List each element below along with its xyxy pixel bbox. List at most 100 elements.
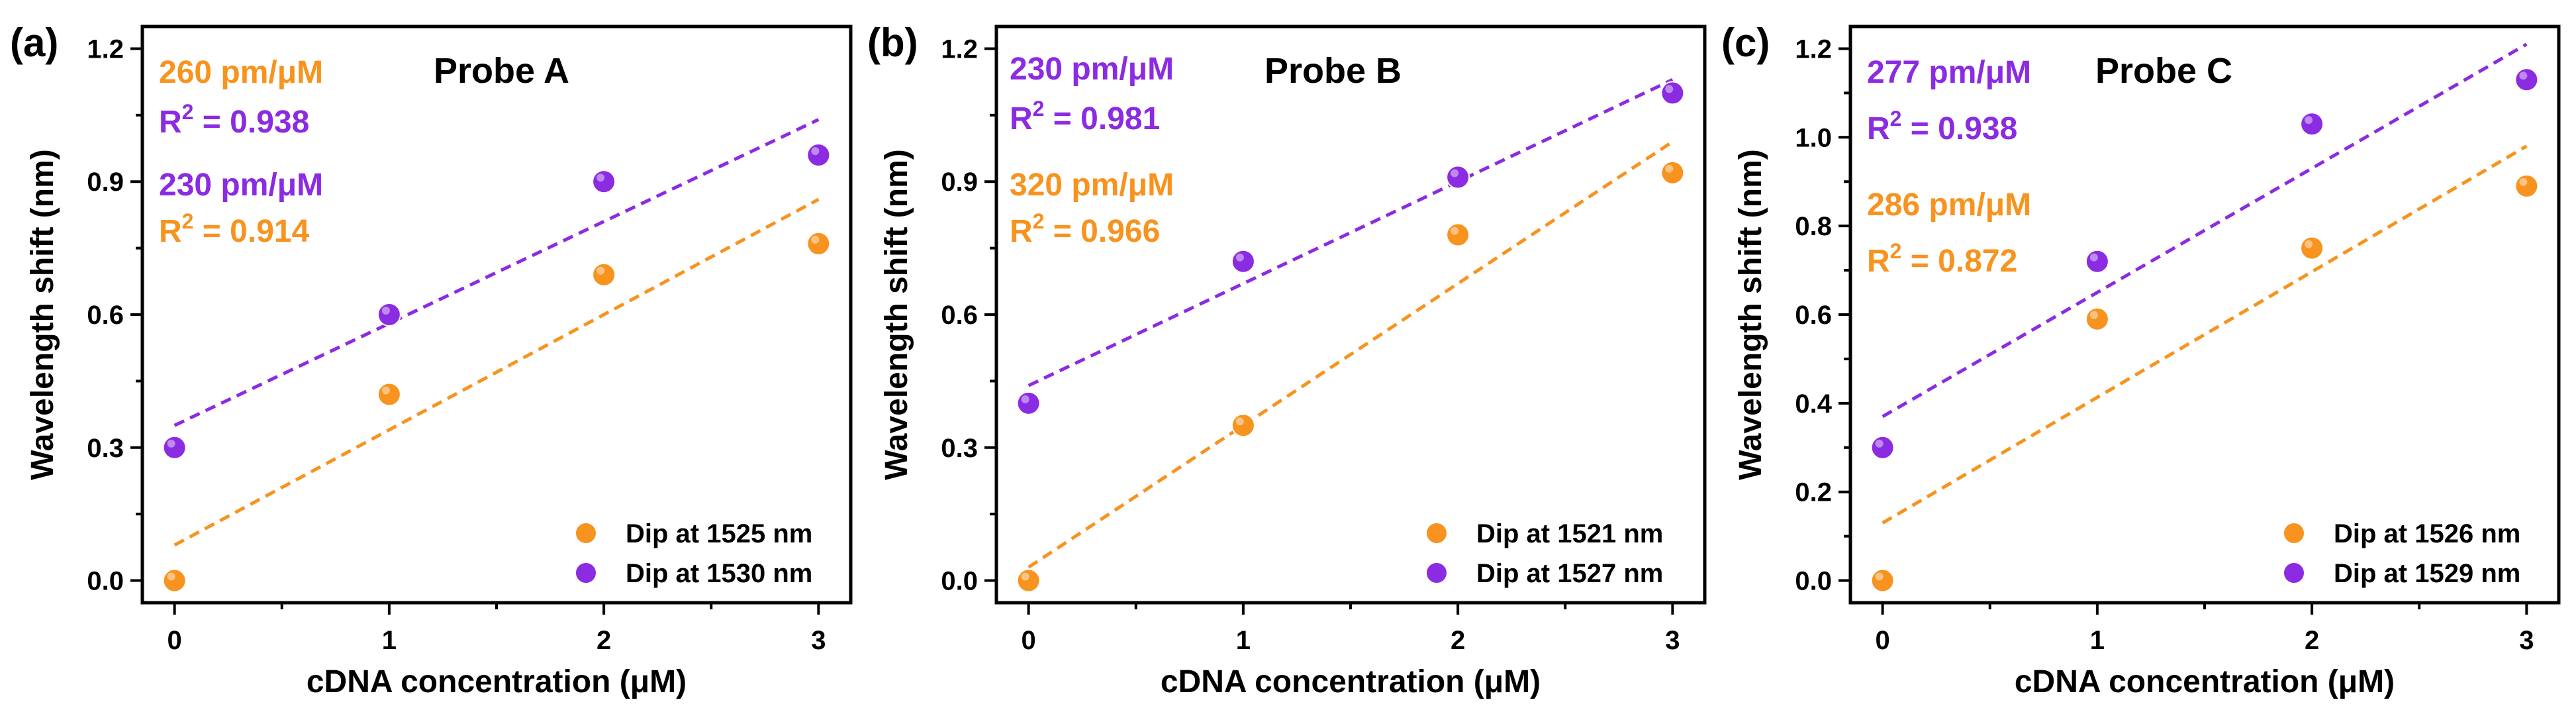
r2-annotation: R2 = 0.966 bbox=[1010, 209, 1160, 249]
x-tick-label: 0 bbox=[1022, 626, 1036, 655]
r2-value: = 0.981 bbox=[1044, 101, 1160, 136]
r2-value: = 0.938 bbox=[1901, 111, 2017, 146]
data-point bbox=[592, 170, 616, 194]
y-tick-label: 0.4 bbox=[1795, 389, 1832, 419]
y-tick-label: 0.6 bbox=[1795, 301, 1832, 330]
fit-line bbox=[173, 197, 820, 547]
r2-superscript: 2 bbox=[1890, 107, 1902, 130]
panel-2: 0 1 2 3 0.0 0.3 0.6 0.9 1.2 cDNA concentration (μ… bbox=[867, 21, 1707, 699]
data-point-highlight bbox=[2089, 311, 2098, 319]
panel-1: 0 1 2 3 0.0 0.3 0.6 0.9 1.2 cDNA concentration (μ… bbox=[10, 21, 853, 699]
panel-label: (b) bbox=[867, 21, 918, 65]
data-point bbox=[1660, 81, 1685, 105]
legend-marker bbox=[1425, 522, 1448, 544]
x-axis-title: cDNA concentration (μM) bbox=[2015, 664, 2395, 699]
legend-marker bbox=[1425, 562, 1448, 584]
data-point bbox=[2085, 249, 2109, 274]
data-point-highlight bbox=[1451, 169, 1459, 178]
data-point bbox=[2514, 174, 2539, 198]
data-point-highlight bbox=[2519, 72, 2528, 80]
slope-annotation: 286 pm/μM bbox=[1867, 187, 2031, 223]
r2-value: = 0.938 bbox=[193, 105, 309, 140]
y-axis-title: Wavelength shift (nm) bbox=[25, 149, 60, 480]
x-tick-label: 3 bbox=[2519, 626, 2534, 655]
r2-superscript: 2 bbox=[1033, 97, 1045, 121]
series-2 bbox=[1016, 78, 1685, 415]
y-tick-label: 1.2 bbox=[1795, 34, 1832, 64]
slope-annotation: 277 pm/μM bbox=[1867, 55, 2031, 90]
legend-marker bbox=[575, 562, 597, 584]
r2-annotation: R2 = 0.872 bbox=[1867, 239, 2017, 279]
data-point bbox=[162, 568, 187, 593]
data-point bbox=[377, 303, 401, 327]
data-point-highlight bbox=[1235, 253, 1244, 262]
data-point bbox=[2514, 68, 2539, 92]
legend-marker bbox=[2283, 562, 2305, 584]
r2-annotation: R2 = 0.938 bbox=[1867, 107, 2017, 146]
y-tick-label: 0.0 bbox=[87, 567, 124, 596]
series-2 bbox=[162, 118, 831, 460]
legend-label: Dip at 1526 nm bbox=[2334, 519, 2520, 548]
x-tick-label: 0 bbox=[167, 626, 182, 655]
data-point bbox=[1870, 435, 1895, 460]
y-tick-label: 0.2 bbox=[1795, 478, 1832, 507]
y-axis-title: Wavelength shift (nm) bbox=[1733, 149, 1768, 480]
r2-annotation: R2 = 0.914 bbox=[159, 209, 310, 249]
y-tick-label: 1.2 bbox=[941, 34, 978, 64]
data-point bbox=[2300, 236, 2324, 260]
r2-annotation: R2 = 0.981 bbox=[1010, 97, 1160, 136]
data-point-highlight bbox=[1665, 164, 1674, 173]
data-point-highlight bbox=[1875, 572, 1884, 581]
y-tick-label: 0.8 bbox=[1795, 212, 1832, 241]
r2-superscript: 2 bbox=[1033, 209, 1045, 233]
fit-line bbox=[1027, 140, 1674, 569]
y-tick-label: 1.0 bbox=[1795, 123, 1832, 152]
series-2 bbox=[1870, 42, 2539, 460]
y-tick-label: 0.9 bbox=[941, 168, 978, 197]
x-tick-label: 2 bbox=[1451, 626, 1465, 655]
panel-title: Probe C bbox=[2095, 51, 2232, 91]
data-point bbox=[1231, 413, 1255, 438]
data-point bbox=[1660, 160, 1685, 185]
legend-marker bbox=[2283, 522, 2305, 544]
x-tick-label: 2 bbox=[596, 626, 611, 655]
r2-superscript: 2 bbox=[1890, 239, 1902, 263]
fit-line bbox=[1882, 42, 2528, 419]
data-point-highlight bbox=[167, 572, 175, 581]
data-point-highlight bbox=[2305, 116, 2313, 125]
data-point bbox=[1016, 568, 1041, 593]
data-point-highlight bbox=[381, 386, 390, 395]
series-1 bbox=[162, 197, 831, 593]
panel-label: (c) bbox=[1721, 21, 1770, 65]
data-point bbox=[1870, 568, 1895, 593]
legend-label: Dip at 1521 nm bbox=[1476, 519, 1663, 548]
y-tick-label: 1.2 bbox=[87, 34, 124, 64]
data-point bbox=[1446, 223, 1470, 247]
data-point-highlight bbox=[2089, 253, 2098, 262]
r2-value: = 0.966 bbox=[1044, 214, 1160, 249]
data-point-highlight bbox=[1875, 439, 1884, 448]
data-point-highlight bbox=[1451, 227, 1459, 235]
data-point bbox=[592, 262, 616, 287]
x-tick-label: 0 bbox=[1876, 626, 1890, 655]
data-point-highlight bbox=[596, 174, 605, 182]
data-point-highlight bbox=[811, 235, 820, 244]
data-point bbox=[1016, 391, 1041, 415]
y-tick-label: 0.3 bbox=[941, 434, 978, 463]
r2-label: R bbox=[1867, 111, 1890, 146]
r2-value: = 0.872 bbox=[1901, 244, 2017, 279]
panel-label: (a) bbox=[10, 21, 58, 65]
r2-label: R bbox=[159, 214, 182, 249]
slope-annotation: 320 pm/μM bbox=[1010, 168, 1174, 203]
data-point-highlight bbox=[1021, 572, 1029, 581]
data-point-highlight bbox=[1235, 417, 1244, 426]
data-point bbox=[162, 435, 187, 460]
x-tick-label: 1 bbox=[382, 626, 397, 655]
data-point-highlight bbox=[596, 266, 605, 275]
r2-label: R bbox=[1010, 214, 1033, 249]
x-tick-label: 2 bbox=[2305, 626, 2319, 655]
fit-line bbox=[1027, 78, 1674, 387]
legend-label: Dip at 1529 nm bbox=[2334, 559, 2520, 588]
data-point bbox=[1446, 165, 1470, 189]
